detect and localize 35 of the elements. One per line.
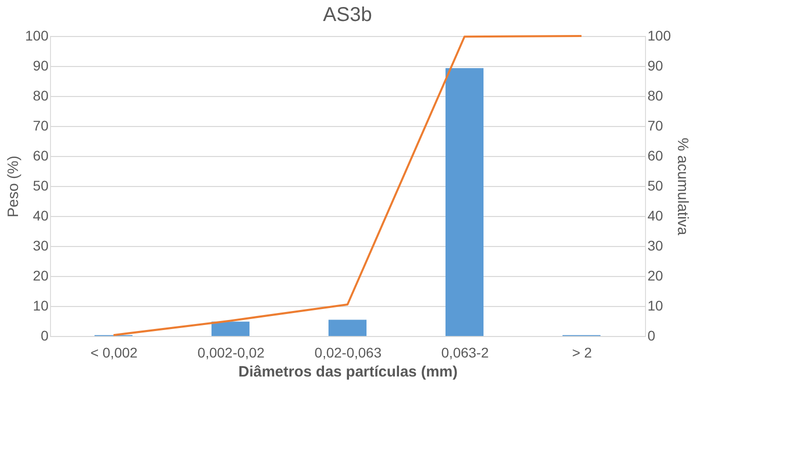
y2-tick-label: 20 (648, 268, 664, 284)
bar (446, 68, 484, 336)
x-tick-label: > 2 (572, 344, 592, 360)
y2-tick-label: 70 (648, 118, 664, 134)
y-tick-label: 10 (32, 298, 49, 314)
x-tick-label: 0,063-2 (441, 344, 489, 360)
x-axis-title: Diâmetros das partículas (mm) (238, 364, 458, 380)
y2-tick-label: 100 (648, 28, 672, 44)
y-tick-label: 50 (32, 178, 49, 194)
x-tick-label: 0,002-0,02 (198, 344, 265, 360)
y-tick-label: 90 (32, 58, 49, 74)
y2-tick-label: 40 (648, 208, 664, 224)
line-series (112, 35, 582, 336)
y2-tick-label: 60 (648, 148, 664, 164)
x-tick-label: 0,02-0,063 (314, 344, 382, 360)
y-tick-label: 80 (32, 88, 49, 104)
y-tick-label: 100 (25, 28, 49, 44)
y2-tick-label: 90 (648, 58, 664, 74)
x-tick-label: < 0,002 (90, 344, 138, 360)
y2-axis-title: % acumulativa (674, 138, 691, 236)
bar (212, 322, 250, 336)
y2-tick-label: 10 (648, 298, 664, 314)
y-tick-label: 30 (32, 238, 49, 254)
y2-tick-label: 50 (648, 178, 664, 194)
y-tick-label: 60 (32, 148, 49, 164)
y-tick-label: 0 (40, 328, 49, 344)
y-tick-label: 70 (32, 118, 49, 134)
y2-tick-label: 30 (648, 238, 664, 254)
y-axis-title: Peso (%) (5, 156, 22, 218)
chart-title: AS3b (323, 4, 372, 26)
y-tick-label: 20 (32, 268, 49, 284)
y2-tick-label: 0 (648, 328, 656, 344)
y2-tick-label: 80 (648, 88, 664, 104)
y-tick-label: 40 (32, 208, 49, 224)
bar (328, 320, 366, 336)
